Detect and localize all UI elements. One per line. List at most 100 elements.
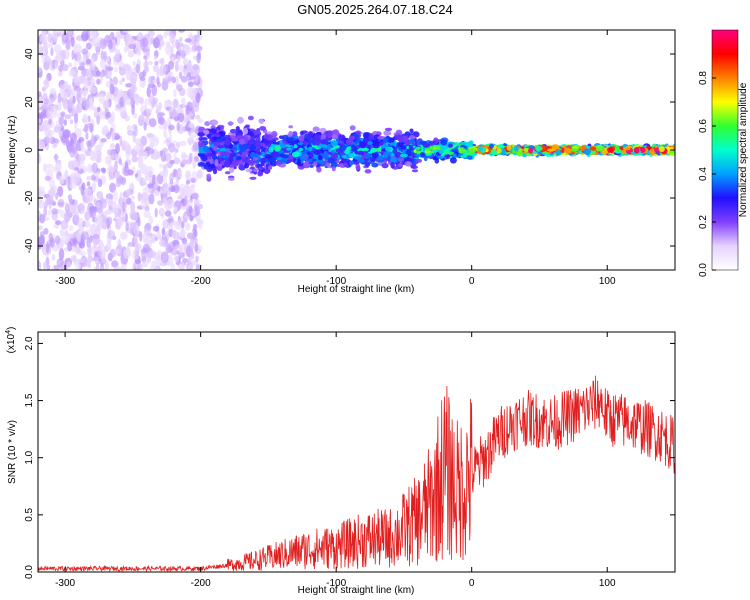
spectrogram-cell (339, 145, 347, 152)
spectrogram-cell (95, 70, 101, 77)
spectrogram-cell (206, 134, 212, 138)
spectrogram-cell (61, 90, 68, 100)
spectrogram-cell (176, 121, 180, 132)
spectrogram-cell (109, 165, 115, 173)
spectrogram-cell (109, 248, 116, 258)
spectrogram-cell (80, 250, 87, 257)
spectrogram-cell (56, 258, 65, 267)
spectrogram-cell (291, 151, 300, 158)
spectrogram-cell (303, 149, 309, 153)
spectrogram-cell (58, 71, 63, 77)
spectrogram-cell (258, 166, 264, 171)
spectrogram-cell (187, 122, 195, 128)
spectrogram-cell (349, 125, 356, 131)
spectrogram-cell (77, 204, 85, 211)
spectrogram-cell (312, 126, 320, 132)
spectrogram-cell (66, 84, 72, 95)
spectrogram-cell (113, 266, 122, 270)
spectrogram-y-label: Frequency (Hz) (7, 116, 18, 185)
spectrogram-cell (62, 82, 68, 91)
spectrogram-cell (117, 208, 122, 219)
spectrogram-cell (175, 75, 179, 88)
spectrogram-cell (458, 147, 466, 154)
spectrogram-cell (449, 157, 457, 164)
spectrogram-cell (179, 186, 183, 199)
spectrogram-cell (169, 221, 174, 232)
spectrogram-cell (52, 143, 57, 149)
spectrogram-cell (258, 118, 264, 125)
spectrogram-cell (38, 225, 43, 231)
spectrogram-cell (121, 111, 128, 116)
spectrogram-cell (109, 83, 115, 95)
spectrogram-cell (43, 163, 47, 173)
spectrogram-cell (257, 170, 264, 177)
spectrogram-cell (96, 78, 100, 85)
spectrogram-cell (317, 154, 323, 161)
spectrogram-cell (155, 266, 159, 270)
spectrogram-cell (242, 127, 249, 135)
spectrogram-cell (147, 61, 153, 65)
spectrogram-y-tick-label: -20 (24, 190, 35, 205)
spectrogram-cell (190, 251, 195, 260)
spectrogram-cell (239, 138, 245, 145)
spectrogram-cell (315, 158, 324, 164)
spectrogram-cell (96, 194, 102, 201)
spectrogram-cell (192, 64, 200, 71)
spectrogram-cell (264, 154, 273, 159)
spectrogram-cell (143, 55, 148, 60)
spectrogram-y-tick-label: 20 (24, 96, 35, 108)
spectrogram-cell (153, 37, 160, 49)
spectrogram-cell (468, 148, 476, 154)
spectrogram-cell (204, 121, 211, 127)
spectrogram-cell (83, 79, 89, 92)
spectrogram-cell (496, 147, 502, 154)
spectrogram-cell (128, 38, 136, 45)
spectrogram-cell (54, 61, 58, 69)
spectrogram-cell (131, 155, 139, 163)
spectrogram-cell (108, 205, 112, 210)
spectrogram-cell (199, 142, 206, 148)
spectrogram-cell (331, 166, 336, 172)
spectrogram-cell (144, 66, 150, 73)
spectrogram-cell (164, 99, 172, 105)
snr-multiplier: (x104) (5, 327, 17, 354)
spectrogram-y-tick-label: -40 (24, 238, 35, 253)
spectrogram-cell (67, 175, 71, 188)
spectrogram-cell (194, 75, 199, 83)
spectrogram-cell (173, 220, 179, 227)
spectrogram-cell (138, 157, 144, 168)
spectrogram-cell (445, 154, 450, 160)
spectrogram-cell (121, 77, 126, 82)
spectrogram-cell (452, 153, 457, 158)
spectrogram-cell (280, 158, 287, 164)
spectrogram-cell (622, 146, 631, 151)
spectrogram-cell (115, 143, 120, 155)
spectrogram-cell (139, 181, 147, 186)
spectrogram-cell (125, 197, 132, 205)
spectrogram-cell (245, 168, 253, 173)
spectrogram-cell (267, 165, 273, 170)
spectrogram-cell (197, 162, 205, 167)
spectrogram-cell (38, 152, 41, 164)
spectrogram-cell (353, 156, 361, 160)
spectrogram-cell (398, 137, 405, 142)
spectrogram-cell (43, 206, 47, 218)
spectrogram-cell (114, 152, 120, 163)
spectrogram-cell (102, 198, 107, 204)
spectrogram-cell (120, 231, 128, 240)
spectrogram-cell (82, 128, 89, 132)
spectrogram-cell (422, 142, 430, 148)
spectrogram-cell (157, 200, 163, 206)
spectrogram-cell (166, 218, 173, 223)
spectrogram-cell (123, 93, 127, 103)
spectrogram-cell (315, 137, 322, 143)
spectrogram-cell (104, 198, 113, 204)
spectrogram-cell (194, 114, 201, 120)
spectrogram-cell (101, 126, 109, 135)
spectrogram-cell (241, 144, 249, 150)
spectrogram-cell (172, 108, 176, 115)
spectrogram-cell (346, 146, 352, 151)
spectrogram-cell (420, 152, 425, 157)
spectrogram-cell (352, 161, 360, 165)
spectrogram-cell (216, 137, 221, 142)
